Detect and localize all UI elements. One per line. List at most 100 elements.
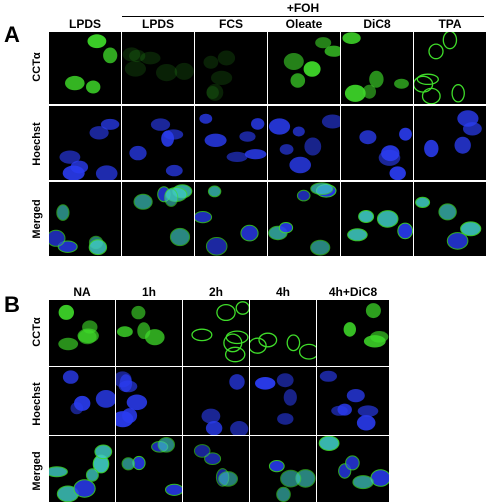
micrograph-tile-merged (183, 436, 249, 502)
micrograph-tile-cct (49, 32, 121, 104)
nucleus (344, 84, 366, 102)
nucleus (365, 303, 381, 319)
nucleus (319, 370, 337, 382)
nucleus (140, 51, 161, 65)
nucleus (278, 222, 294, 234)
nucleus (56, 204, 70, 221)
nucleus (103, 47, 118, 64)
panel-b-letter: B (4, 292, 20, 317)
panel-a-letter: A (4, 22, 20, 47)
foh-bracket-line (122, 16, 484, 17)
micrograph-tile-hoechst (116, 367, 182, 435)
nucleus (58, 304, 74, 320)
nucleus (240, 224, 259, 242)
nucleus (121, 457, 135, 471)
nucleus (451, 84, 465, 103)
nucleus (205, 421, 223, 435)
nucleus (131, 305, 146, 320)
nucleus (157, 437, 175, 453)
nucleus (129, 145, 147, 161)
micrograph-tile-cct (317, 300, 389, 366)
micrograph-tile-hoechst (122, 106, 194, 180)
nucleus (88, 239, 108, 256)
nucleus (133, 193, 153, 210)
micrograph-tile-merged (341, 182, 413, 256)
nucleus (283, 389, 297, 406)
nucleus (156, 64, 178, 82)
nucleus (296, 189, 311, 202)
nucleus (122, 47, 141, 62)
panel-a-col-label: FCS (219, 17, 243, 31)
nucleus (95, 165, 118, 180)
nucleus (229, 374, 245, 390)
nucleus (397, 222, 413, 240)
micrograph-tile-cct (183, 300, 249, 366)
micrograph-tile-merged (116, 436, 182, 502)
micrograph-tile-cct (250, 300, 316, 366)
nucleus (378, 149, 401, 166)
micrograph-tile-cct (116, 300, 182, 366)
nucleus (224, 346, 246, 363)
nucleus (289, 156, 311, 174)
nucleus (258, 332, 278, 348)
nucleus (161, 130, 174, 147)
nucleus (250, 337, 267, 354)
nucleus (359, 130, 377, 145)
nucleus (342, 32, 361, 44)
nucleus (454, 136, 471, 154)
nucleus (251, 118, 265, 130)
micrograph-tile-merged (268, 182, 340, 256)
panel-a-col-label: TPA (438, 17, 462, 31)
nucleus (116, 371, 132, 388)
nucleus (298, 343, 316, 360)
nucleus (362, 84, 376, 99)
nucleus (199, 113, 213, 124)
nucleus (357, 405, 379, 417)
nucleus (195, 211, 213, 224)
nucleus (460, 221, 482, 237)
nucleus (315, 37, 332, 49)
nucleus (376, 210, 399, 228)
panel-a-row-label: Merged (31, 199, 43, 239)
nucleus (416, 73, 439, 86)
micrograph-tile-hoechst (250, 367, 316, 435)
nucleus (164, 188, 179, 207)
nucleus (191, 328, 213, 342)
nucleus (218, 471, 238, 487)
nucleus (239, 131, 256, 142)
nucleus (82, 320, 98, 334)
nucleus (89, 126, 109, 140)
nucleus (369, 70, 384, 88)
nucleus (207, 185, 222, 198)
micrograph-tile-cct (49, 300, 115, 366)
nucleus (268, 118, 291, 135)
nucleus (86, 80, 101, 94)
nucleus (223, 333, 243, 353)
nucleus (58, 337, 79, 351)
nucleus (356, 415, 376, 431)
nucleus (346, 389, 365, 403)
nucleus (150, 118, 171, 131)
nucleus (129, 49, 146, 63)
nucleus (230, 421, 249, 435)
nucleus (463, 122, 482, 136)
nucleus (347, 228, 368, 242)
nucleus (310, 239, 331, 256)
micrograph-tile-merged (195, 182, 267, 256)
micrograph-tile-merged (122, 182, 194, 256)
nucleus (389, 166, 406, 180)
nucleus (117, 326, 133, 338)
nucleus (337, 403, 352, 416)
nucleus (370, 331, 389, 343)
nucleus (324, 45, 340, 57)
nucleus (201, 408, 221, 424)
nucleus (280, 469, 302, 488)
nucleus (438, 203, 457, 221)
nucleus (62, 370, 79, 384)
nucleus (304, 137, 322, 156)
nucleus (165, 483, 182, 496)
micrograph-tile-merged (49, 436, 115, 502)
nucleus (279, 144, 294, 155)
nucleus (94, 444, 113, 460)
nucleus (205, 237, 228, 256)
